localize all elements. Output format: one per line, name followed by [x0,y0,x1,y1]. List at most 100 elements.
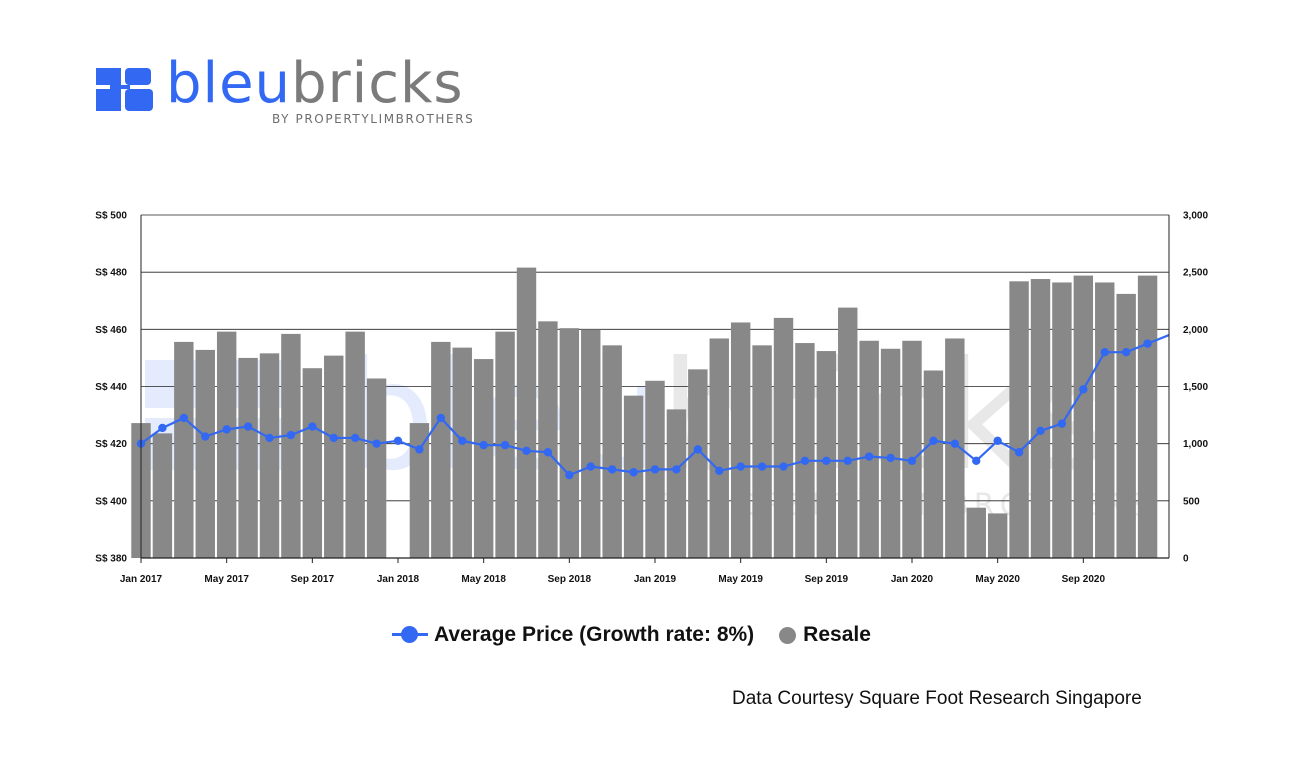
resale-bar [559,328,580,558]
average-price-point [522,446,531,456]
average-price-point [607,465,617,474]
resale-bar [366,378,387,558]
data-credit: Data Courtesy Square Foot Research Singa… [732,688,1142,709]
resale-bar [945,338,965,558]
left-axis-tick-label: S$ 440 [95,382,127,393]
left-axis-tick-label: S$ 400 [95,496,127,507]
legend-label-average-price: Average Price (Growth rate: 8%) [434,623,755,646]
resale-bar [880,348,901,558]
average-price-point [1057,419,1067,428]
average-price-point [650,465,660,474]
right-axis-tick-label: 1,500 [1183,382,1208,393]
average-price-point [907,456,917,466]
left-axis-tick-label: S$ 420 [95,439,127,450]
average-price-point [372,439,381,448]
x-axis-tick-label: Jan 2019 [634,574,677,585]
brand-name-part1: bleu [166,51,292,116]
average-price-point [179,413,189,423]
x-axis-tick-label: Sep 2020 [1062,574,1106,585]
average-price-point [693,445,703,454]
right-axis-ticks: 0 500 1,000 1,500 2,000 2,500 3,000 [1183,211,1208,565]
average-price-point [329,433,338,443]
resale-bar [1030,279,1051,558]
average-price-point [543,448,553,457]
resale-bar [795,343,815,558]
resale-bar [216,331,237,558]
brand-name: bleubricks [166,56,464,112]
brand-name-part2: bricks [291,51,464,116]
resale-bar [302,368,323,558]
resale-bar [538,321,558,558]
average-price-point [779,462,788,471]
resale-bar [902,340,922,558]
average-price-point [1143,339,1152,348]
resale-bars [131,267,1158,558]
resale-bar [345,331,365,558]
x-axis-tick-label: May 2018 [461,574,506,585]
average-price-point [736,462,745,471]
resale-bar [1137,275,1158,558]
brand-mark-icon [96,68,153,111]
resale-bar [152,433,173,558]
average-price-point [586,462,595,471]
average-price-point [672,465,681,474]
average-price-point [201,432,210,441]
average-price-point [158,423,167,433]
average-price-point [929,436,938,446]
left-axis-tick-label: S$ 500 [95,211,127,222]
legend-label-resale: Resale [803,623,871,646]
right-axis-tick-label: 3,000 [1183,211,1208,222]
legend-item-average-price: Average Price (Growth rate: 8%) [392,623,754,647]
brand-logo: bleubricks BY PROPERTYLIMBROTHERS [96,56,476,132]
average-price-point [1100,348,1109,357]
resale-bar [816,351,837,558]
resale-bar [688,369,708,558]
average-price-point [265,433,274,443]
average-price-point [972,456,981,466]
resale-bar [452,347,472,558]
x-axis-tick-label: May 2020 [975,574,1020,585]
x-axis-tick-label: Sep 2019 [805,574,849,585]
average-price-point [1036,426,1045,436]
left-axis-tick-label: S$ 460 [95,325,127,336]
resale-bar [174,341,194,558]
average-price-point [715,466,724,476]
average-price-point [458,436,467,446]
resale-bar [752,345,772,558]
average-price-point [500,440,510,450]
resale-bar [473,359,494,558]
average-price-point [243,422,253,431]
resale-bar [859,340,879,558]
average-price-point [993,436,1002,446]
resale-bar [1073,275,1094,558]
left-axis-ticks: S$ 380 S$ 400 S$ 420 S$ 440 S$ 460 S$ 480 S$ 5… [95,211,127,565]
legend-line-marker-icon [392,625,428,645]
average-price-point [1121,348,1131,357]
resale-bar [1116,293,1136,558]
left-axis-tick-label: S$ 380 [95,554,127,565]
average-price-point [1079,385,1088,394]
x-axis-tick-label: Jan 2018 [377,574,420,585]
average-price-point [286,430,296,440]
resale-bar [431,341,451,558]
resale-bar [709,338,729,558]
x-axis-tick-label: May 2017 [204,574,249,585]
right-axis-tick-label: 0 [1183,554,1189,565]
resale-bar [987,513,1008,558]
average-price-point [436,413,446,423]
x-axis-ticks: Jan 2017 May 2017 Sep 2017 Jan 2018 May 2018… [120,558,1106,585]
chart-legend: Average Price (Growth rate: 8%) Resale [392,620,871,650]
resale-bar [409,423,430,558]
x-axis-tick-label: Jan 2017 [120,574,163,585]
resale-bar [581,329,601,558]
average-price-point [565,470,574,480]
average-price-point [350,433,360,443]
average-price-point [308,422,317,431]
resale-bar [259,353,280,558]
right-axis-tick-label: 500 [1183,496,1200,507]
average-price-point [864,452,874,461]
right-axis-tick-label: 2,500 [1183,268,1208,279]
average-price-point [479,440,488,450]
average-price-point [222,425,231,434]
